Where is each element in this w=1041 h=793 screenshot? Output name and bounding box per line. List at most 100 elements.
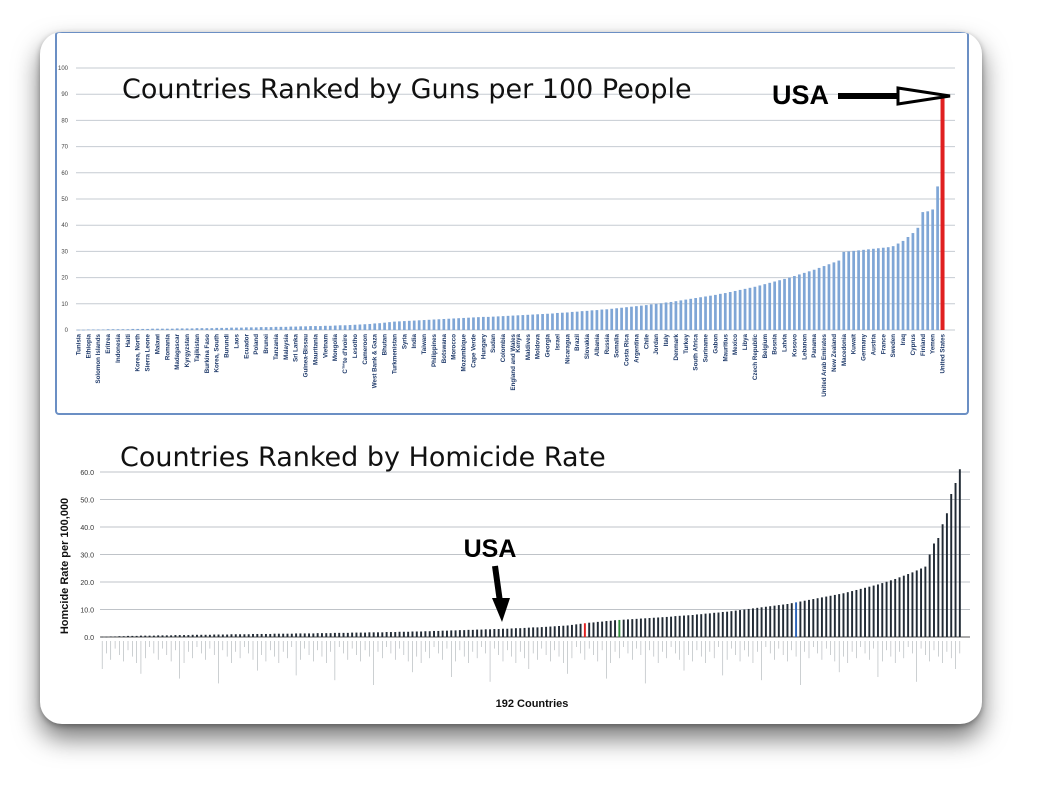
- guns-bar: [170, 328, 174, 330]
- image-card: 0 10 20 30 40 50 60 70 80 90 100 Tunisia Ethiopia So…: [40, 32, 982, 724]
- guns-bar: [319, 326, 322, 330]
- guns-bar: [560, 312, 564, 330]
- homicide-bar: [247, 634, 250, 637]
- homicide-bar: [454, 630, 457, 637]
- guns-bar: [556, 312, 559, 330]
- guns-bar: [733, 290, 737, 330]
- homicide-bar: [747, 608, 750, 637]
- homicide-bar: [303, 633, 306, 637]
- homicide-bar: [687, 615, 690, 637]
- guns-bar-usa: [940, 97, 945, 331]
- guns-bar: [442, 318, 446, 330]
- guns-x-tick-label: Hungary: [480, 333, 487, 359]
- homicide-bar: [127, 635, 129, 637]
- guns-bar: [378, 323, 382, 330]
- homicide-bar: [782, 604, 785, 637]
- guns-bar: [916, 227, 920, 330]
- guns-x-tick-label: Bhutan: [382, 334, 389, 356]
- homicide-bar: [769, 606, 772, 637]
- homicide-bar: [678, 615, 681, 637]
- guns-x-tick-label: South Africa: [693, 333, 700, 370]
- guns-x-tick-label: Russia: [604, 333, 611, 354]
- guns-bar: [620, 307, 623, 330]
- guns-bar: [738, 289, 742, 330]
- guns-x-tick-label: Sweden: [890, 334, 897, 358]
- homicide-bar: [545, 626, 548, 637]
- homicide-bar: [937, 538, 940, 637]
- guns-bar: [590, 310, 594, 330]
- guns-usa-arrow: [838, 86, 951, 106]
- homicide-bar: [868, 586, 871, 637]
- homicide-bar: [359, 632, 362, 637]
- guns-x-tick-label: Sierra Leone: [145, 333, 152, 371]
- homicide-bar: [657, 617, 660, 637]
- guns-bar: [802, 272, 806, 330]
- homicide-bar: [588, 622, 591, 637]
- homicide-bar: [691, 615, 694, 637]
- homicide-bar: [803, 600, 806, 637]
- homicide-bar: [463, 630, 466, 637]
- guns-x-tick-label: Colombia: [500, 333, 507, 362]
- homicide-bar: [144, 635, 147, 637]
- homicide-bar: [295, 633, 298, 637]
- guns-bar: [511, 315, 515, 330]
- guns-bar: [161, 328, 164, 330]
- guns-bar: [279, 326, 283, 330]
- homicide-bar: [816, 598, 819, 637]
- guns-x-tick-label: Denmark: [673, 333, 680, 360]
- guns-bar: [121, 329, 125, 330]
- homicide-bar: [717, 612, 720, 637]
- guns-x-tick-label: France: [880, 333, 887, 354]
- guns-bar: [605, 309, 609, 330]
- homicide-bar: [213, 634, 216, 637]
- guns-x-tick-label: Romania: [164, 333, 171, 360]
- guns-bar: [116, 329, 120, 330]
- guns-x-tick-label: Brazil: [574, 334, 581, 351]
- homicide-bar: [838, 594, 841, 637]
- guns-bar: [867, 249, 870, 330]
- homicide-bar: [829, 595, 832, 637]
- guns-bar: [723, 293, 727, 330]
- homicide-bar: [256, 633, 259, 637]
- guns-y-tick-label: 100: [58, 66, 69, 72]
- guns-bar: [383, 322, 386, 330]
- guns-bar: [82, 329, 85, 331]
- guns-x-tick-label: Syria: [401, 333, 408, 349]
- homicide-bar: [484, 629, 487, 637]
- guns-x-tick-label: Finland: [920, 334, 927, 356]
- guns-x-tick-label: Nicaragua: [564, 333, 571, 363]
- guns-bar: [333, 325, 337, 330]
- homicide-bar: [269, 633, 272, 637]
- homicide-bar: [928, 554, 931, 637]
- guns-bar: [96, 329, 100, 331]
- homicide-bar: [627, 619, 629, 637]
- guns-bar: [264, 327, 268, 330]
- homicide-bar: [355, 632, 358, 637]
- homicide-bar: [786, 604, 789, 637]
- guns-bar: [709, 295, 712, 330]
- homicide-bar: [674, 616, 677, 637]
- guns-x-tick-label: Indonesia: [115, 333, 122, 362]
- guns-bar: [585, 310, 589, 330]
- homicide-bar: [437, 630, 440, 637]
- guns-x-tick-label: Burkina Faso: [204, 334, 211, 373]
- homicide-bar: [450, 630, 453, 637]
- guns-bar: [857, 250, 860, 330]
- homicide-chart-x-labels: [101, 641, 961, 685]
- homicide-bar: [683, 615, 685, 637]
- guns-bar: [649, 304, 653, 330]
- homicide-bar: [252, 633, 254, 637]
- guns-bar: [86, 329, 90, 331]
- homicide-bar: [885, 581, 888, 637]
- homicide-bar: [118, 636, 121, 637]
- guns-x-tick-label: Bosnia: [772, 333, 779, 354]
- guns-bar: [254, 327, 258, 330]
- guns-x-tick-label: Mongolia: [332, 333, 339, 361]
- guns-bar: [837, 260, 841, 330]
- guns-x-tick-label: Vietnam: [322, 334, 329, 358]
- homicide-bar: [101, 636, 104, 638]
- guns-bar: [788, 277, 791, 330]
- guns-bar: [432, 319, 436, 330]
- guns-x-tick-label: Lesotho: [352, 334, 359, 358]
- homicide-bar: [312, 633, 315, 637]
